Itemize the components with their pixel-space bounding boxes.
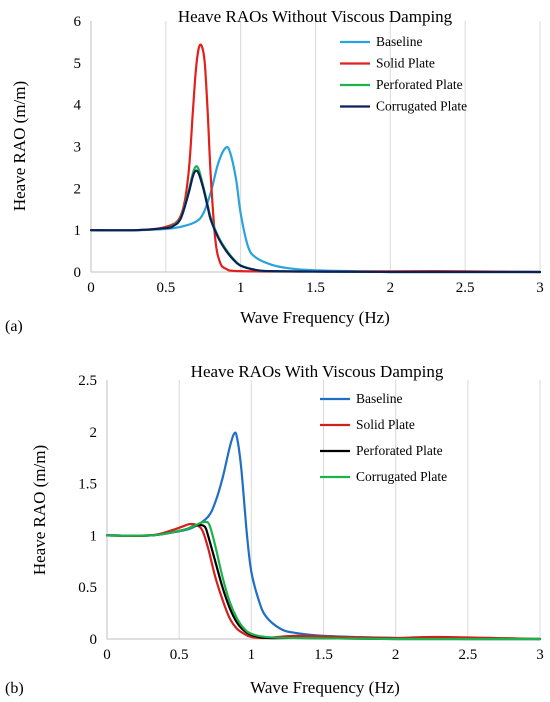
legend-label: Corrugated Plate <box>356 469 447 484</box>
x-tick-label: 0 <box>103 647 111 663</box>
y-tick-label: 3 <box>74 140 82 156</box>
y-tick-label: 6 <box>74 14 82 30</box>
chart-panel-b: 0 0.5 1 1.5 2 2.5 3 0 0.5 1 1.5 2 2.5 Heave RAOs Wit… <box>5 362 544 697</box>
legend-item: Baseline <box>340 34 423 49</box>
legend-label: Baseline <box>376 34 423 49</box>
y-tick-label: 0 <box>90 632 98 648</box>
y-tick-label: 0 <box>74 265 82 281</box>
y-tick-label: 1 <box>74 223 82 239</box>
series-line-corrugated-plate <box>89 169 542 274</box>
y-tick-label: 1 <box>90 528 98 544</box>
x-tick-label: 1.5 <box>306 280 325 296</box>
x-tick-label: 1.5 <box>314 647 333 663</box>
legend-label: Perforated Plate <box>376 77 463 92</box>
legend-item: Perforated Plate <box>320 443 443 458</box>
legend-item: Corrugated Plate <box>340 99 467 114</box>
grid-lines <box>178 380 541 639</box>
x-tick-label: 1 <box>237 280 245 296</box>
x-tick-label: 0.5 <box>170 647 189 663</box>
legend-item: Corrugated Plate <box>320 469 447 484</box>
legend-label: Corrugated Plate <box>376 99 467 114</box>
y-tick-label: 2.5 <box>78 373 97 389</box>
series-lines <box>89 43 542 274</box>
x-axis-label: Wave Frequency (Hz) <box>240 308 390 327</box>
legend: Baseline Solid Plate Perforated Plate Corru… <box>320 391 447 484</box>
x-tick-label: 1 <box>248 647 256 663</box>
chart-title: Heave RAOs Without Viscous Damping <box>178 7 453 26</box>
y-tick-label: 1.5 <box>78 477 97 493</box>
y-tick-label: 2 <box>90 425 98 441</box>
y-tick-label: 0.5 <box>78 580 97 596</box>
y-tick-label: 4 <box>74 98 82 114</box>
legend: Baseline Solid Plate Perforated Plate Corru… <box>340 34 467 114</box>
series-line-baseline <box>89 145 542 274</box>
x-tick-label: 3 <box>536 280 544 296</box>
axes: 0 0.5 1 1.5 2 2.5 3 0 0.5 1 1.5 2 2.5 <box>78 373 544 663</box>
legend-label: Solid Plate <box>356 417 415 432</box>
legend-item: Perforated Plate <box>340 77 463 92</box>
panel-label: (b) <box>5 680 24 697</box>
axes: 0 0.5 1 1.5 2 2.5 3 0 1 2 3 4 5 6 <box>74 14 544 296</box>
series-line-corrugated-plate <box>105 520 542 641</box>
x-tick-label: 0.5 <box>156 280 175 296</box>
legend-item: Solid Plate <box>340 56 435 71</box>
x-axis-label: Wave Frequency (Hz) <box>250 678 400 697</box>
legend-label: Solid Plate <box>376 56 435 71</box>
grid-lines <box>165 21 541 272</box>
legend-item: Solid Plate <box>320 417 415 432</box>
y-axis-label: Heave RAO (m/m) <box>10 81 29 211</box>
legend-label: Baseline <box>356 391 403 406</box>
chart-title: Heave RAOs With Viscous Damping <box>191 362 444 381</box>
x-tick-label: 3 <box>536 647 544 663</box>
y-tick-label: 5 <box>74 56 82 72</box>
y-tick-label: 2 <box>74 181 82 197</box>
legend-label: Perforated Plate <box>356 443 443 458</box>
legend-item: Baseline <box>320 391 403 406</box>
x-tick-label: 2 <box>387 280 395 296</box>
x-tick-label: 2.5 <box>458 647 477 663</box>
y-axis-label: Heave RAO (m/m) <box>30 445 49 575</box>
x-tick-label: 2.5 <box>456 280 475 296</box>
series-line-solid-plate <box>105 522 542 641</box>
chart-panel-a: 0 0.5 1 1.5 2 2.5 3 0 1 2 3 4 5 6 Heave RAOs Without … <box>5 7 544 335</box>
series-lines <box>105 431 542 641</box>
panel-label: (a) <box>5 318 23 335</box>
x-tick-label: 2 <box>392 647 400 663</box>
x-tick-label: 0 <box>87 280 95 296</box>
